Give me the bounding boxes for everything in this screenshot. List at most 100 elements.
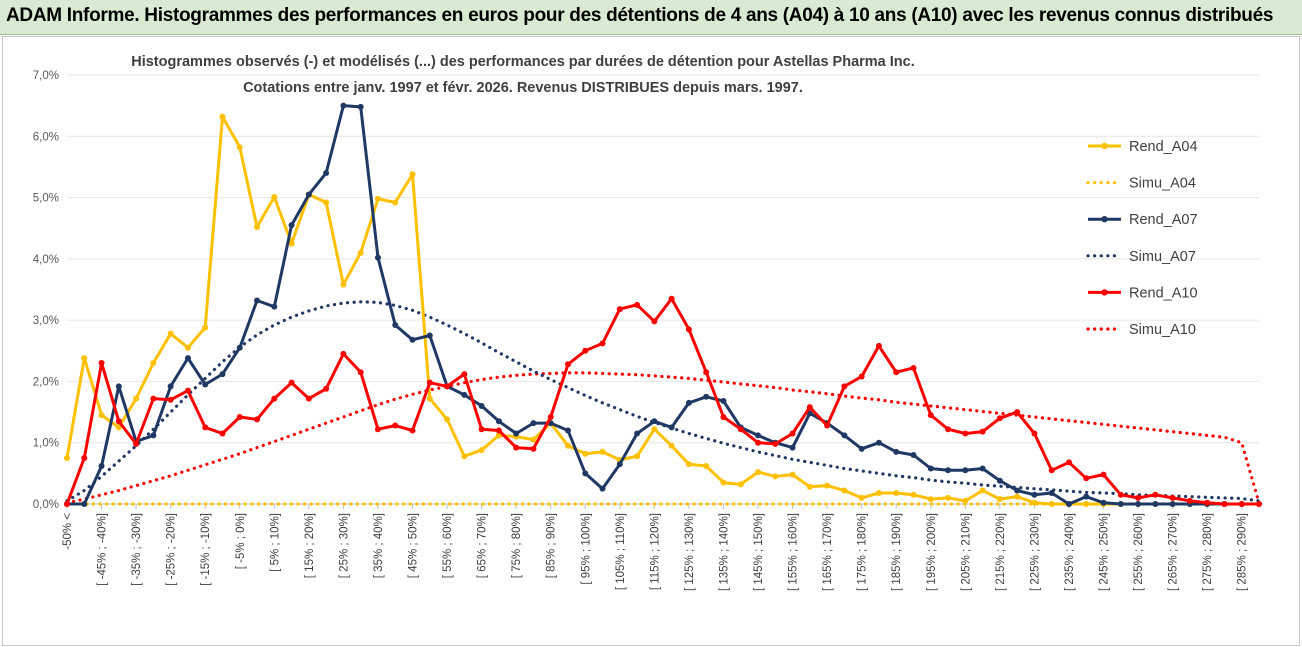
- data-point-rend-a10: [150, 395, 157, 402]
- data-point-rend-a07: [564, 427, 571, 434]
- data-point-rend-a07: [789, 444, 796, 451]
- data-point-rend-a10: [461, 371, 468, 378]
- y-axis-ticks: 0,0% 1,0% 2,0% 3,0% 4,0% 5,0% 6,0% 7,0%: [33, 70, 59, 511]
- x-tick-label: [ 285% ; 290%]: [1237, 513, 1249, 591]
- data-point-rend-a04: [1048, 501, 1055, 507]
- data-point-rend-a04: [115, 424, 122, 431]
- data-point-rend-a07: [513, 430, 520, 437]
- data-point-rend-a10: [789, 430, 796, 437]
- data-point-rend-a10: [1100, 471, 1107, 478]
- data-point-rend-a07: [1117, 501, 1124, 507]
- x-tick-label: [ 105% ; 110%]: [615, 513, 627, 590]
- data-point-rend-a04: [806, 483, 813, 490]
- data-point-rend-a04: [703, 463, 710, 470]
- data-point-rend-a07: [1152, 501, 1159, 507]
- data-point-rend-a07: [115, 383, 122, 390]
- data-point-rend-a04: [271, 193, 278, 200]
- series-line-simu-a10: [65, 371, 1261, 505]
- x-tick-label: [ 125% ; 130%]: [684, 513, 696, 591]
- data-point-rend-a10: [893, 369, 900, 376]
- x-tick-label: [ -15% ; -10%]: [200, 513, 212, 586]
- data-point-rend-a07: [254, 297, 261, 304]
- data-point-rend-a07: [374, 254, 381, 261]
- data-point-rend-a07: [996, 477, 1003, 484]
- data-point-rend-a04: [64, 455, 70, 462]
- data-point-rend-a10: [1186, 497, 1193, 504]
- x-tick-label: [ 115% ; 120%]: [649, 513, 661, 590]
- data-point-rend-a04: [340, 281, 347, 288]
- legend-marker-rend-a04: [1101, 142, 1108, 150]
- data-point-rend-a04: [426, 395, 433, 402]
- data-point-rend-a04: [996, 496, 1003, 503]
- data-point-rend-a07: [323, 170, 330, 177]
- data-point-rend-a04: [755, 469, 762, 476]
- data-point-rend-a04: [564, 442, 571, 449]
- data-point-rend-a04: [737, 481, 744, 488]
- data-point-rend-a07: [98, 463, 105, 470]
- data-point-rend-a10: [979, 428, 986, 435]
- data-point-rend-a07: [357, 103, 364, 110]
- data-point-rend-a04: [81, 355, 88, 362]
- y-tick-label: 5,0%: [33, 193, 59, 205]
- y-tick-label: 2,0%: [33, 376, 59, 388]
- data-point-rend-a10: [357, 369, 364, 376]
- data-point-rend-a10: [824, 422, 831, 429]
- data-point-rend-a04: [184, 344, 191, 351]
- x-tick-label: [ 65% ; 70%]: [477, 513, 489, 578]
- data-point-rend-a07: [841, 432, 848, 439]
- data-point-rend-a04: [979, 487, 986, 494]
- data-point-rend-a07: [1065, 501, 1072, 507]
- data-point-rend-a07: [927, 465, 934, 472]
- data-point-rend-a10: [81, 455, 88, 462]
- legend-marker-rend-a07: [1101, 216, 1108, 223]
- data-point-rend-a04: [599, 448, 606, 455]
- data-point-rend-a04: [668, 442, 675, 449]
- data-point-rend-a07: [668, 424, 675, 431]
- series-line-rend-a07: [67, 104, 1259, 506]
- y-tick-label: 3,0%: [33, 315, 59, 327]
- data-point-rend-a10: [1204, 499, 1211, 506]
- x-tick-label: [ 245% ; 250%]: [1099, 513, 1111, 591]
- data-point-rend-a10: [772, 440, 779, 447]
- data-point-rend-a07: [979, 465, 986, 472]
- data-point-rend-a04: [323, 199, 330, 206]
- data-point-rend-a10: [271, 395, 278, 402]
- data-point-rend-a10: [996, 415, 1003, 422]
- data-point-rend-a07: [495, 418, 502, 425]
- data-point-rend-a10: [1152, 491, 1159, 498]
- data-point-rend-a07: [945, 467, 952, 474]
- data-point-rend-a07: [202, 381, 209, 388]
- data-point-rend-a10: [340, 350, 347, 357]
- data-point-rend-a10: [651, 318, 658, 325]
- data-point-rend-a10: [184, 387, 191, 394]
- x-axis-ticks: -50% < [ -45% ; -40%] [ -35% ; -30%] [ -25%…: [62, 504, 1249, 591]
- data-point-rend-a07: [392, 322, 399, 329]
- data-point-rend-a04: [254, 223, 261, 230]
- x-tick-label: [ 75% ; 80%]: [511, 513, 523, 578]
- data-point-rend-a04: [945, 494, 952, 501]
- data-point-rend-a04: [962, 497, 969, 504]
- data-point-rend-a10: [1048, 467, 1055, 474]
- data-point-rend-a10: [513, 444, 520, 451]
- data-point-rend-a07: [1048, 489, 1055, 496]
- data-point-rend-a10: [582, 347, 589, 354]
- data-point-rend-a07: [1014, 487, 1021, 494]
- data-point-rend-a10: [305, 395, 312, 402]
- data-point-rend-a10: [1014, 409, 1021, 416]
- data-point-rend-a10: [202, 424, 209, 431]
- x-tick-label: [ 85% ; 90%]: [546, 513, 558, 578]
- data-point-rend-a04: [772, 473, 779, 480]
- data-point-rend-a07: [1100, 499, 1107, 506]
- data-point-rend-a10: [945, 426, 952, 433]
- data-point-rend-a04: [150, 360, 157, 367]
- data-point-rend-a10: [1135, 494, 1142, 501]
- data-point-rend-a04: [651, 426, 658, 433]
- data-point-rend-a10: [806, 404, 813, 411]
- y-tick-label: 1,0%: [33, 438, 59, 450]
- data-point-rend-a10: [495, 427, 502, 434]
- data-point-rend-a04: [685, 461, 692, 468]
- data-point-rend-a10: [1169, 494, 1176, 501]
- data-point-rend-a04: [927, 496, 934, 503]
- data-point-rend-a10: [599, 340, 606, 347]
- data-point-rend-a04: [167, 330, 174, 337]
